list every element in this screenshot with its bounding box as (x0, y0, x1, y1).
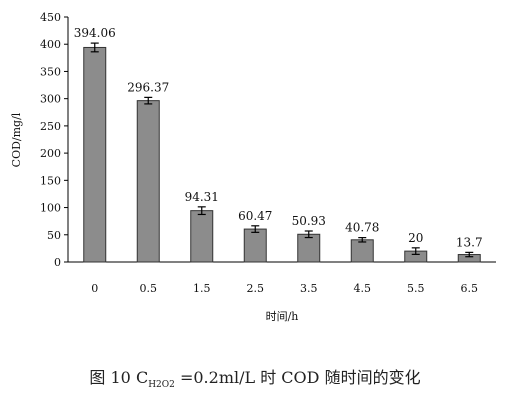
y-tick-label: 0 (54, 256, 61, 269)
bar (297, 233, 321, 263)
x-tick-label: 5.5 (407, 282, 425, 295)
x-tick-label: 3.5 (300, 282, 318, 295)
data-label: 394.06 (74, 26, 116, 40)
x-tick-label: 4.5 (354, 282, 372, 295)
data-label: 94.31 (185, 190, 219, 204)
data-label: 20 (408, 231, 423, 245)
x-tick-label: 6.5 (461, 282, 479, 295)
y-tick-label: 150 (40, 174, 61, 187)
caption-prefix: 图 10 C (89, 368, 149, 387)
x-tick-label: 0.5 (140, 282, 158, 295)
caption-subscript: H2O2 (148, 380, 175, 391)
y-ticks: 0 50 100 150 200 250 300 350 400 450 (40, 11, 68, 269)
bar (350, 239, 374, 263)
y-tick-label: 50 (47, 229, 61, 242)
y-axis-title: COD/mg/l (10, 112, 23, 167)
x-axis-title: 时间/h (266, 310, 299, 323)
bar-chart: COD/mg/l 时间/h 05010015020025030035040045… (10, 11, 496, 323)
y-tick-label: 200 (40, 147, 61, 160)
x-tick-label: 1.5 (193, 282, 211, 295)
x-tick-label: 2.5 (247, 282, 265, 295)
data-label: 40.78 (345, 221, 379, 235)
y-tick-label: 250 (40, 120, 61, 133)
y-tick-label: 350 (40, 65, 61, 78)
caption-suffix: =0.2ml/L 时 COD 随时间的变化 (174, 368, 421, 387)
y-tick-label: 400 (40, 38, 61, 51)
bar (190, 210, 214, 263)
bars: 394.06 0 296.37 0.5 94.31 1.5 60.47 2.5 50.93 3.5… (74, 26, 483, 295)
data-label: 50.93 (292, 214, 326, 228)
data-label: 60.47 (238, 209, 272, 223)
y-tick-label: 300 (40, 93, 61, 106)
bar (136, 100, 160, 263)
data-label: 13.7 (456, 235, 483, 249)
bar (83, 46, 107, 263)
figure-caption: 图 10 CH2O2 =0.2ml/L 时 COD 随时间的变化 (0, 364, 510, 390)
bar (243, 228, 267, 263)
y-tick-label: 450 (40, 11, 61, 24)
data-label: 296.37 (127, 80, 169, 94)
y-tick-label: 100 (40, 202, 61, 215)
x-tick-label: 0 (91, 282, 98, 295)
